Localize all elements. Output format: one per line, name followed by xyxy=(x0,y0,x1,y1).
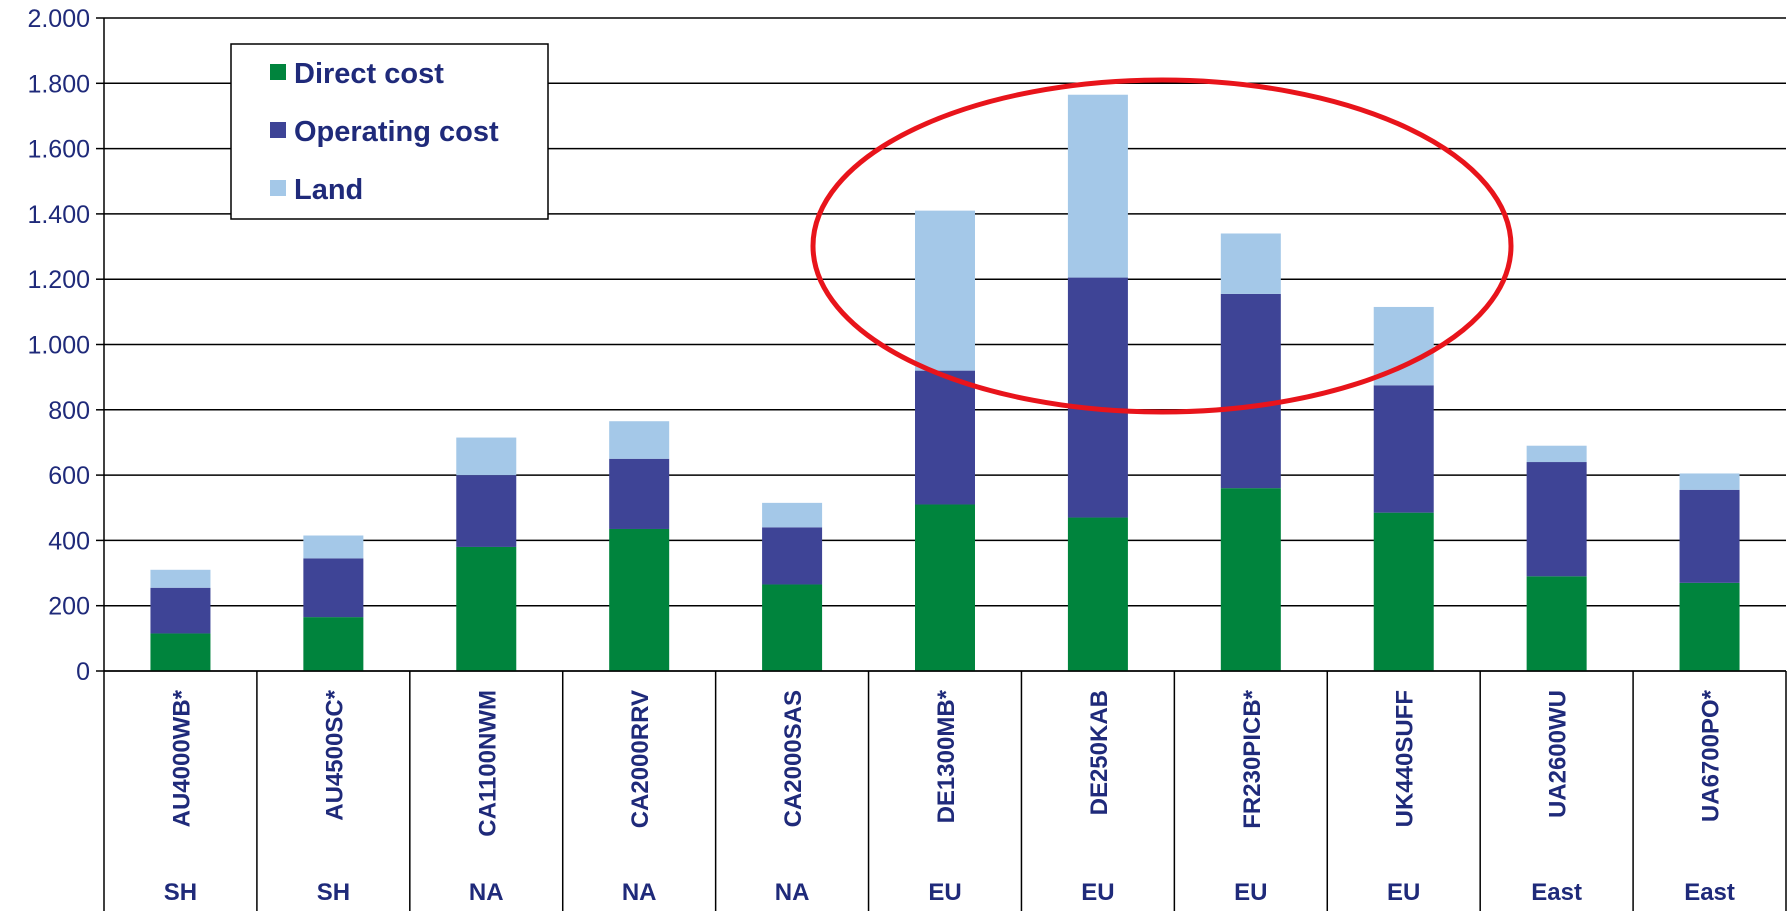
x-category-label: DE1300MB* xyxy=(933,689,960,823)
bar-segment-operating-cost xyxy=(456,475,517,547)
axes xyxy=(103,18,1787,911)
highlight-annotation xyxy=(810,77,1514,415)
bar-segment-operating-cost xyxy=(1373,385,1434,513)
x-group-label: SH xyxy=(164,879,197,906)
bar-segment-land xyxy=(762,502,823,528)
bar-segment-direct-cost xyxy=(915,504,975,671)
x-category-label: DE250KAB xyxy=(1086,690,1113,815)
x-category-label: AU4500SC* xyxy=(321,689,348,820)
bar-segment-land xyxy=(456,437,517,476)
bar-segment-land xyxy=(915,210,975,371)
y-tick-label: 600 xyxy=(48,462,90,490)
x-group-label: SH xyxy=(317,879,350,906)
bar-segment-direct-cost xyxy=(456,546,517,671)
y-tick-label: 1.800 xyxy=(27,70,90,98)
legend-label: Direct cost xyxy=(294,58,444,90)
bar-segment-land xyxy=(303,535,364,559)
x-category-label: FR230PICB* xyxy=(1239,689,1266,828)
legend: Direct cost Operating cost Land xyxy=(230,43,549,220)
x-group-label: EU xyxy=(1387,879,1420,906)
bar-segment-land xyxy=(150,569,211,588)
y-tick-label: 1.200 xyxy=(27,266,90,294)
bar-segment-land xyxy=(1679,473,1740,490)
x-category-label: UK440SUFF xyxy=(1392,690,1419,827)
x-group-label: East xyxy=(1531,879,1582,906)
bar-segment-land xyxy=(1526,445,1587,463)
bar-segment-operating-cost xyxy=(150,587,211,634)
y-tick-label: 1.600 xyxy=(27,136,90,164)
x-group-label: NA xyxy=(622,879,657,906)
bar-segment-direct-cost xyxy=(1679,582,1740,671)
y-tick-label: 200 xyxy=(48,593,90,621)
y-tick-label: 800 xyxy=(48,397,90,425)
bar-segment-operating-cost xyxy=(303,558,364,618)
legend-swatch-direct-cost xyxy=(270,64,286,80)
y-tick-label: 1.400 xyxy=(27,201,90,229)
legend-swatch-land xyxy=(270,180,286,196)
x-category-label: AU4000WB* xyxy=(168,689,195,827)
x-category-label: CA1100NWM xyxy=(474,690,501,837)
x-axis-category-labels: AU4000WB* SH AU4500SC* SH CA1100NWM NA CA2000R… xyxy=(164,689,1735,906)
bar-segment-land xyxy=(1220,233,1281,294)
x-group-label: EU xyxy=(1234,879,1267,906)
highlight-ellipse xyxy=(810,77,1514,415)
bar-segment-direct-cost xyxy=(150,633,211,671)
x-group-label: East xyxy=(1684,879,1735,906)
x-group-label: EU xyxy=(928,879,961,906)
bar-segment-land xyxy=(609,421,670,459)
bar-segment-direct-cost xyxy=(762,584,823,671)
x-category-label: UA2600WU xyxy=(1545,690,1572,818)
legend-label: Operating cost xyxy=(294,116,499,148)
y-axis-tick-labels: 0 200 400 600 800 1.000 1.200 1.400 1.600 1.800 2.… xyxy=(27,5,90,686)
legend-swatch-operating-cost xyxy=(270,122,286,138)
bar-segment-operating-cost xyxy=(762,527,823,585)
bar-segment-operating-cost xyxy=(1526,462,1587,577)
x-category-label: CA2000RRV xyxy=(627,690,654,828)
bars xyxy=(150,94,1740,671)
bar-segment-direct-cost xyxy=(1373,512,1434,671)
bar-segment-direct-cost xyxy=(609,528,670,671)
x-category-label: CA2000SAS xyxy=(780,690,807,827)
x-group-label: NA xyxy=(469,879,504,906)
bar-segment-direct-cost xyxy=(1220,488,1281,671)
x-group-label: EU xyxy=(1081,879,1114,906)
bar-segment-direct-cost xyxy=(303,617,364,671)
y-tick-label: 0 xyxy=(76,658,90,686)
bar-segment-operating-cost xyxy=(1220,293,1281,489)
legend-label: Land xyxy=(294,174,363,206)
bar-segment-operating-cost xyxy=(915,370,975,505)
bar-segment-direct-cost xyxy=(1526,576,1587,671)
x-group-label: NA xyxy=(775,879,810,906)
y-tick-label: 400 xyxy=(48,527,90,555)
y-tick-label: 2.000 xyxy=(27,5,90,33)
bar-segment-land xyxy=(1067,94,1128,278)
bar-segment-operating-cost xyxy=(1067,277,1128,518)
bar-segment-operating-cost xyxy=(1679,489,1740,583)
bar-segment-direct-cost xyxy=(1067,517,1128,671)
y-tick-label: 1.000 xyxy=(27,332,90,360)
bar-segment-operating-cost xyxy=(609,458,670,529)
x-category-label: UA6700PO* xyxy=(1698,689,1725,822)
